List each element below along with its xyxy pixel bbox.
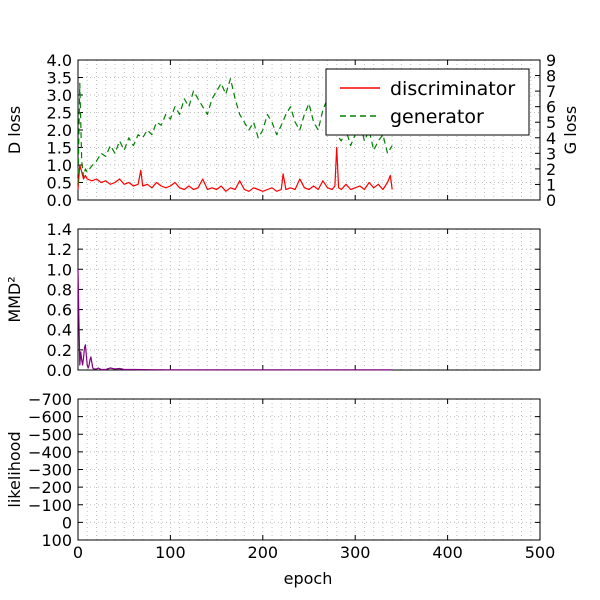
y-tick-label: 0.8	[47, 280, 72, 299]
legend-box	[325, 68, 530, 136]
y-tick-label: −300	[28, 461, 72, 480]
x-tick-label: 200	[248, 543, 279, 562]
y-right-tick-label: 5	[546, 113, 556, 132]
y-right-tick-label: 0	[546, 191, 556, 210]
y-tick-label: 100	[41, 531, 72, 550]
y-right-tick-label: 9	[546, 51, 556, 70]
y-tick-label: −600	[28, 408, 72, 427]
y-right-tick-label: 1	[546, 175, 556, 194]
y-tick-label: 0.2	[47, 341, 72, 360]
legend-label-discriminator: discriminator	[390, 78, 515, 100]
y-tick-label: −500	[28, 425, 72, 444]
y-tick-label: 1.5	[47, 139, 72, 158]
y-right-axis-label: G loss	[561, 106, 580, 154]
y-tick-label: 1.0	[47, 156, 72, 175]
y-tick-label: 0.0	[47, 361, 72, 380]
y-tick-label: 2.0	[47, 121, 72, 140]
y-right-tick-label: 6	[546, 98, 556, 117]
mmd-line	[77, 269, 393, 371]
y-tick-label: −400	[28, 443, 72, 462]
y-tick-label: 2.5	[47, 104, 72, 123]
plot-frame	[77, 228, 541, 371]
legend: discriminator generator	[325, 68, 530, 136]
x-tick-label: 0	[73, 543, 83, 562]
y-right-tick-label: 3	[546, 144, 556, 163]
y-tick-label: −100	[28, 496, 72, 515]
y-axis-label: D loss	[5, 106, 24, 154]
y-tick-label: 4.0	[47, 51, 72, 70]
likelihood-panel: 0 100 200 300 400 5001000−100−200−300−400−500…	[5, 390, 555, 562]
y-axis-label: MMD²	[5, 276, 24, 322]
legend-label-generator: generator	[390, 106, 484, 128]
y-tick-label: 1.2	[47, 240, 72, 259]
y-axis-label: likelihood	[5, 431, 24, 507]
x-tick-label: 100	[155, 543, 186, 562]
y-tick-label: 1.4	[47, 220, 72, 239]
y-right-tick-label: 7	[546, 82, 556, 101]
y-tick-label: 0.4	[47, 321, 72, 340]
y-tick-label: −200	[28, 478, 72, 497]
y-tick-label: 0.0	[47, 191, 72, 210]
y-right-tick-label: 4	[546, 129, 556, 148]
y-tick-label: 3.0	[47, 86, 72, 105]
x-tick-label: 500	[525, 543, 556, 562]
discriminator-line	[77, 146, 393, 192]
y-tick-label: 1.0	[47, 260, 72, 279]
y-tick-label: 0.6	[47, 301, 72, 320]
mmd-panel: 0.00.20.40.6 0.81.01.21.4 MMD²	[5, 220, 541, 380]
loss-panel: 0.00.51.01.52.02.53.03.54.0 D loss 0123456…	[5, 51, 580, 210]
y-right-tick-label: 8	[546, 67, 556, 86]
y-tick-label: −700	[28, 390, 72, 409]
y-tick-label: 0	[62, 513, 72, 532]
x-tick-label: 400	[432, 543, 463, 562]
x-tick-label: 300	[340, 543, 371, 562]
y-tick-label: 0.5	[47, 174, 72, 193]
x-axis-label: epoch	[284, 569, 333, 588]
y-right-tick-label: 2	[546, 160, 556, 179]
y-tick-label: 3.5	[47, 69, 72, 88]
